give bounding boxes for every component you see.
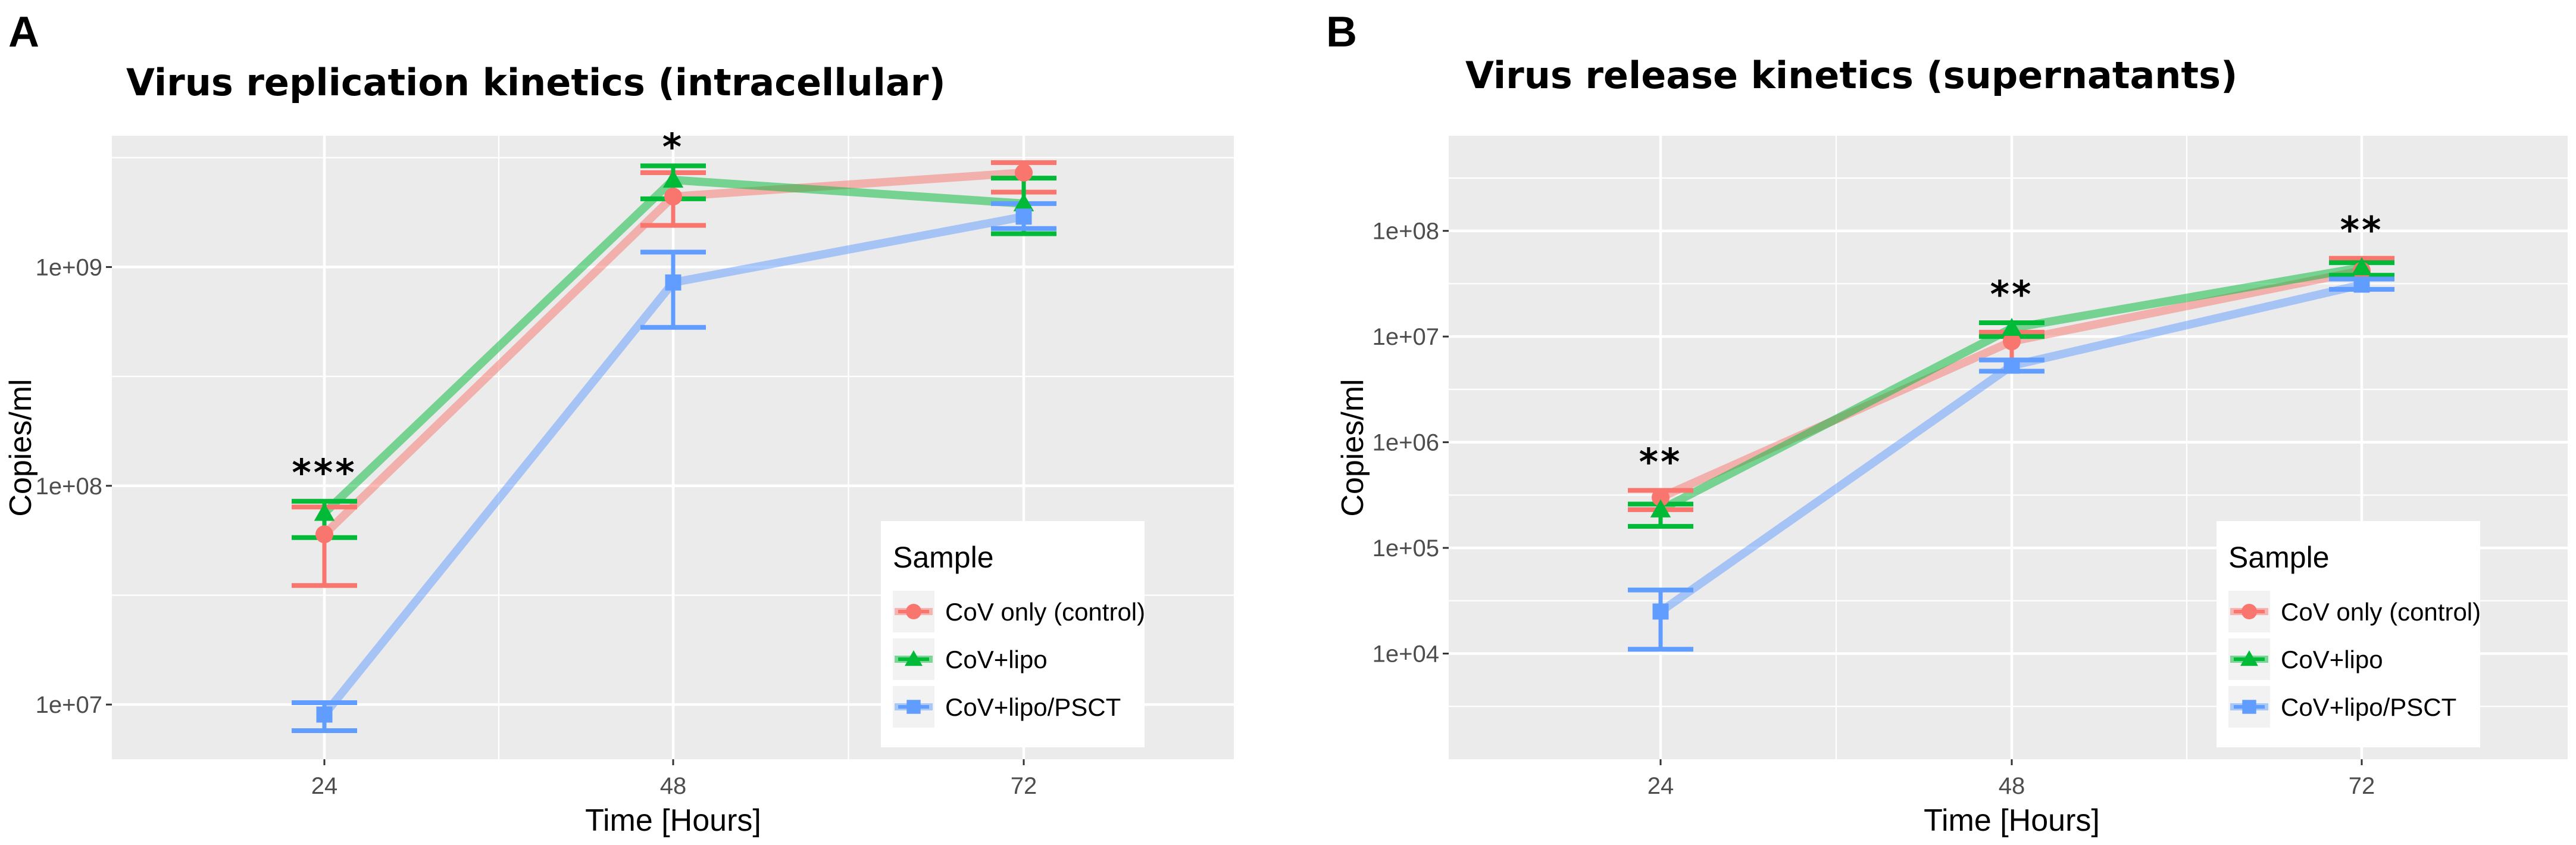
- legend: Sample CoV only (control) CoV+lipo CoV+lipo…: [881, 521, 1145, 747]
- data-point: [2240, 650, 2258, 666]
- data-point: [2003, 357, 2020, 374]
- y-tick-label: 1e+07: [36, 692, 102, 718]
- legend-item: CoV+lipo/PSCT: [893, 686, 1121, 728]
- panel-b: B Virus release kinetics (supernatants) 1e…: [1326, 8, 2568, 838]
- data-point: [906, 700, 921, 714]
- significance-label: ***: [292, 451, 357, 495]
- chart-title: Virus replication kinetics (intracellula…: [126, 61, 946, 104]
- legend-label: CoV only (control): [2281, 598, 2481, 626]
- data-point: [2003, 332, 2021, 351]
- legend-item: CoV only (control): [2228, 591, 2481, 632]
- x-tick-label: 72: [1011, 773, 1037, 799]
- y-tick-label: 1e+05: [1373, 535, 1439, 562]
- data-point: [1015, 208, 1032, 225]
- data-point: [2242, 604, 2257, 619]
- x-axis-title: Time [Hours]: [1924, 803, 2100, 838]
- data-point: [2353, 276, 2370, 293]
- data-point: [1650, 499, 1671, 517]
- panel-label: B: [1326, 8, 1357, 56]
- data-point: [314, 503, 335, 521]
- y-axis-title: Copies/ml: [4, 379, 38, 516]
- y-tick-label: 1e+08: [1373, 219, 1439, 245]
- x-tick-label: 48: [660, 773, 687, 799]
- x-tick-label: 72: [2349, 773, 2375, 799]
- data-point: [315, 525, 333, 544]
- data-point: [316, 706, 333, 723]
- data-point: [1013, 193, 1034, 211]
- data-point: [905, 650, 923, 666]
- y-tick-label: 1e+06: [1373, 430, 1439, 456]
- significance-label: *: [662, 126, 684, 169]
- y-tick-label: 1e+08: [36, 473, 102, 500]
- legend-title: Sample: [2228, 541, 2330, 574]
- data-point: [2242, 700, 2256, 714]
- legend-label: CoV only (control): [945, 598, 1145, 626]
- data-point: [662, 169, 684, 188]
- data-point: [665, 274, 681, 291]
- legend: Sample CoV only (control) CoV+lipo CoV+lipo…: [2217, 521, 2481, 747]
- data-point: [2351, 257, 2372, 276]
- data-point: [1652, 488, 1670, 507]
- x-tick-label: 24: [311, 773, 338, 799]
- significance-label: **: [1990, 273, 2034, 316]
- significance-label: **: [2340, 208, 2384, 252]
- y-axis-title: Copies/ml: [1336, 379, 1370, 516]
- data-point: [1015, 163, 1033, 182]
- legend-label: CoV+lipo/PSCT: [945, 693, 1121, 721]
- chart-title: Virus release kinetics (supernatants): [1465, 54, 2237, 97]
- legend-item: CoV+lipo: [893, 638, 1048, 680]
- y-tick-label: 1e+04: [1373, 641, 1439, 668]
- panel-a: A Virus replication kinetics (intracellul…: [4, 8, 1234, 838]
- legend-label: CoV+lipo: [945, 646, 1048, 673]
- legend-item: CoV+lipo/PSCT: [2228, 686, 2456, 728]
- data-point: [2001, 317, 2022, 336]
- y-tick-label: 1e+07: [1373, 324, 1439, 350]
- data-point: [906, 604, 921, 619]
- error-bar: [1628, 587, 1693, 652]
- x-tick-label: 24: [1647, 773, 1674, 799]
- legend-title: Sample: [893, 541, 994, 574]
- legend-item: CoV+lipo: [2228, 638, 2383, 680]
- significance-label: **: [1639, 441, 1683, 484]
- data-point: [664, 188, 682, 206]
- data-point: [1652, 603, 1669, 620]
- y-tick-label: 1e+09: [36, 254, 102, 280]
- panel-label: A: [8, 8, 39, 56]
- legend-label: CoV+lipo/PSCT: [2281, 693, 2456, 721]
- x-axis-title: Time [Hours]: [585, 803, 761, 838]
- legend-item: CoV only (control): [893, 591, 1145, 632]
- x-tick-label: 48: [1999, 773, 2025, 799]
- legend-label: CoV+lipo: [2281, 646, 2383, 673]
